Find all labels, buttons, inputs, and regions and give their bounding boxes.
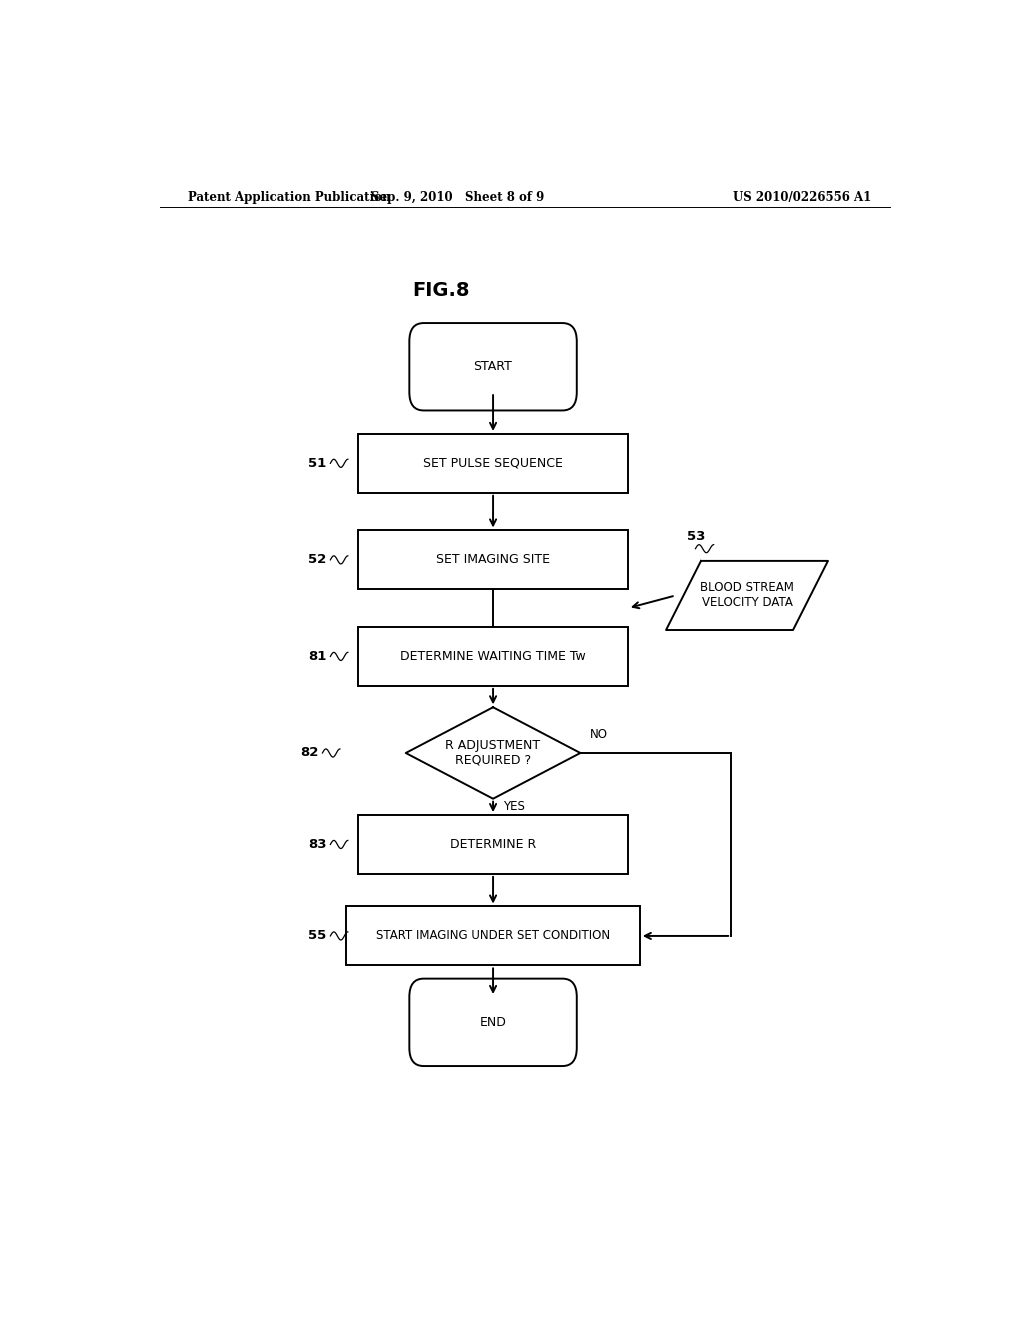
Text: 51: 51 [308,457,327,470]
Text: R ADJUSTMENT
REQUIRED ?: R ADJUSTMENT REQUIRED ? [445,739,541,767]
Bar [358,531,628,589]
Bar [346,907,640,965]
Text: DETERMINE WAITING TIME Tw: DETERMINE WAITING TIME Tw [400,649,586,663]
Text: START: START [474,360,512,374]
Bar [358,434,628,492]
Text: NO: NO [590,727,608,741]
Text: SET PULSE SEQUENCE: SET PULSE SEQUENCE [423,457,563,470]
Bar [358,814,628,874]
Text: 83: 83 [308,838,327,851]
Bar [358,627,628,686]
FancyBboxPatch shape [410,978,577,1067]
Text: 81: 81 [308,649,327,663]
Text: FIG.8: FIG.8 [413,281,470,300]
Text: 52: 52 [308,553,327,566]
Text: BLOOD STREAM
VELOCITY DATA: BLOOD STREAM VELOCITY DATA [700,581,794,610]
FancyBboxPatch shape [410,323,577,411]
Text: YES: YES [503,800,524,813]
Text: START IMAGING UNDER SET CONDITION: START IMAGING UNDER SET CONDITION [376,929,610,942]
Text: US 2010/0226556 A1: US 2010/0226556 A1 [733,190,871,203]
Polygon shape [406,708,581,799]
Text: DETERMINE R: DETERMINE R [450,838,537,851]
Text: 53: 53 [687,529,706,543]
Text: END: END [479,1016,507,1028]
Text: 55: 55 [308,929,327,942]
Polygon shape [666,561,828,630]
Text: Patent Application Publication: Patent Application Publication [187,190,390,203]
Text: SET IMAGING SITE: SET IMAGING SITE [436,553,550,566]
Text: Sep. 9, 2010   Sheet 8 of 9: Sep. 9, 2010 Sheet 8 of 9 [371,190,544,203]
Text: 82: 82 [300,747,318,759]
